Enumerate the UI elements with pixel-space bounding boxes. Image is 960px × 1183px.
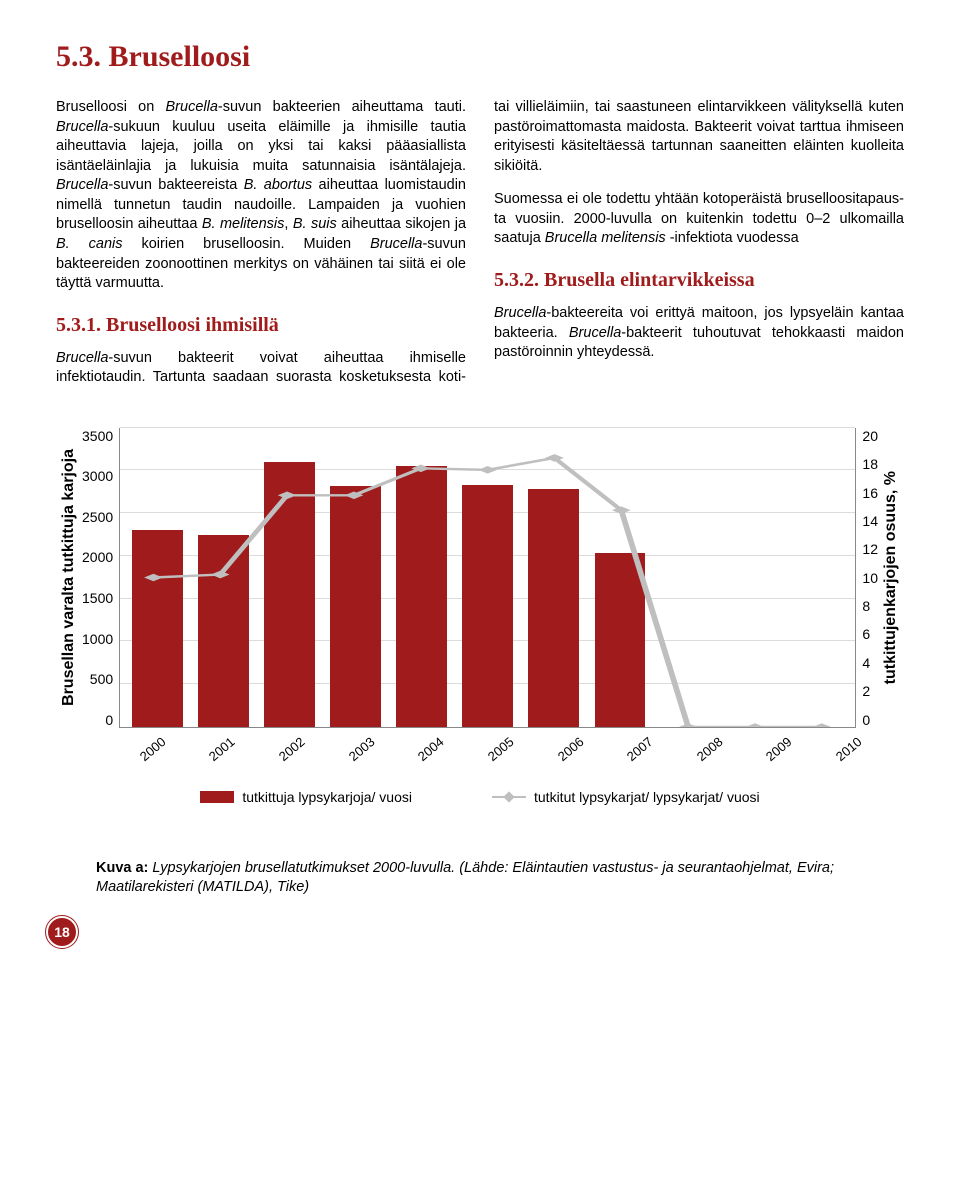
- y-axis-label-right: tutkittujenkarjojen osuus, %: [878, 471, 904, 684]
- y-tick-left: 1500: [82, 590, 113, 606]
- body-columns: Bruselloosi on Brucella-suvun bakteerien…: [56, 98, 904, 388]
- bars-group: [120, 428, 855, 727]
- para-531b: Suomessa ei ole todettu yhtään kotoperäi…: [494, 190, 904, 249]
- y-axis-label-left: Brusellan varalta tutkittuja karjoja: [56, 449, 82, 706]
- y-tick-right: 6: [862, 626, 870, 642]
- bar: [330, 486, 381, 727]
- y-tick-left: 500: [90, 671, 113, 687]
- y-tick-left: 2000: [82, 549, 113, 565]
- x-tick: 2004: [407, 734, 447, 771]
- y-tick-right: 14: [862, 513, 878, 529]
- bar: [396, 466, 447, 727]
- y-tick-left: 3500: [82, 428, 113, 444]
- x-tick: 2008: [685, 734, 725, 771]
- x-ticks: 2000200120022003200420052006200720082009…: [104, 734, 870, 749]
- legend-bar-label: tutkittuja lypsykarjoja/ vuosi: [242, 789, 412, 805]
- subheading-532: 5.3.2. Brusella elintarvikkeissa: [494, 267, 904, 294]
- y-tick-right: 12: [862, 541, 878, 557]
- y-tick-right: 10: [862, 570, 878, 586]
- x-tick: 2001: [198, 734, 238, 771]
- chart-bruselloosi: Brusellan varalta tutkittuja karjoja 350…: [56, 428, 904, 805]
- y-tick-right: 0: [862, 712, 870, 728]
- y-tick-right: 18: [862, 456, 878, 472]
- y-tick-left: 1000: [82, 631, 113, 647]
- bar: [595, 553, 646, 726]
- x-tick: 2002: [267, 734, 307, 771]
- page-number-badge: 18: [46, 916, 78, 948]
- y-tick-left: 3000: [82, 468, 113, 484]
- y-tick-right: 4: [862, 655, 870, 671]
- y-tick-left: 0: [105, 712, 113, 728]
- line-swatch-icon: [492, 796, 526, 798]
- y-ticks-right: 20181614121086420: [856, 428, 878, 728]
- subheading-531: 5.3.1. Bruselloosi ihmisillä: [56, 312, 466, 339]
- legend-bar: tutkittuja lypsykarjoja/ vuosi: [200, 789, 412, 805]
- legend-line-label: tutkitut lypsykarjat/ lypsykarjat/ vuosi: [534, 789, 760, 805]
- x-tick: 2009: [755, 734, 795, 771]
- x-tick: 2006: [546, 734, 586, 771]
- bar-swatch-icon: [200, 791, 234, 803]
- y-ticks-left: 3500 3000 2500 2000 1500 1000 500 0: [82, 428, 119, 728]
- bar: [462, 485, 513, 727]
- y-tick-left: 2500: [82, 509, 113, 525]
- document-page: 5.3. Bruselloosi Bruselloosi on Brucella…: [0, 0, 960, 978]
- y-tick-right: 20: [862, 428, 878, 444]
- bar: [528, 489, 579, 726]
- y-tick-right: 8: [862, 598, 870, 614]
- bar: [132, 530, 183, 726]
- y-tick-right: 16: [862, 485, 878, 501]
- x-tick: 2003: [337, 734, 377, 771]
- x-tick: 2007: [616, 734, 656, 771]
- x-tick: 2010: [824, 734, 864, 771]
- figure-caption: Kuva a: Lypsykarjojen brusellatutkimukse…: [96, 859, 884, 898]
- x-tick: 2000: [128, 734, 168, 771]
- y-tick-right: 2: [862, 683, 870, 699]
- chart-legend: tutkittuja lypsykarjoja/ vuosi tutkitut …: [56, 789, 904, 805]
- intro-paragraph: Bruselloosi on Brucella-suvun bakteerien…: [56, 98, 466, 294]
- plot-area: [119, 428, 856, 728]
- legend-line: tutkitut lypsykarjat/ lypsykarjat/ vuosi: [492, 789, 760, 805]
- section-title: 5.3. Bruselloosi: [56, 40, 904, 74]
- para-532: Brucella-bakteereita voi erittyä maitoon…: [494, 304, 904, 363]
- bar: [264, 462, 315, 727]
- bar: [198, 535, 249, 727]
- x-tick: 2005: [476, 734, 516, 771]
